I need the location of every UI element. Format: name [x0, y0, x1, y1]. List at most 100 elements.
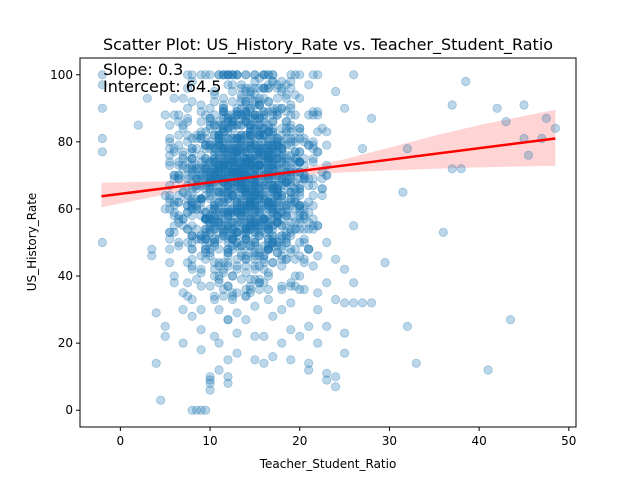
data-point [147, 251, 157, 261]
data-point [259, 123, 269, 133]
data-point [286, 127, 296, 137]
data-point [281, 150, 291, 160]
data-point [263, 127, 273, 137]
data-point [295, 157, 305, 167]
data-point [165, 190, 175, 201]
data-point [214, 133, 224, 144]
data-point [250, 274, 260, 284]
data-point [218, 160, 229, 170]
data-point [214, 217, 224, 227]
data-point [214, 117, 224, 127]
data-point [223, 261, 233, 271]
data-point [254, 110, 264, 120]
data-point [223, 224, 233, 234]
data-point [281, 201, 291, 211]
data-point [263, 227, 273, 237]
data-point [214, 127, 224, 137]
data-point [304, 358, 314, 368]
data-point [259, 107, 269, 117]
data-point [209, 167, 220, 177]
data-point [232, 133, 242, 144]
data-point [192, 170, 202, 180]
data-point [295, 204, 305, 214]
data-point [268, 187, 278, 197]
data-point [241, 254, 251, 264]
data-point [187, 244, 197, 254]
data-point [286, 110, 296, 120]
x-tick-label: 40 [471, 434, 486, 448]
data-point [254, 160, 264, 170]
data-point [254, 100, 264, 110]
data-point [232, 221, 242, 231]
data-point [259, 147, 269, 157]
data-point [254, 97, 264, 107]
data-point [250, 187, 260, 197]
data-point [259, 93, 269, 103]
data-point [183, 201, 193, 211]
data-point [223, 167, 233, 177]
data-point [165, 244, 175, 254]
data-point [299, 211, 309, 221]
data-point [263, 221, 273, 231]
data-point [308, 214, 318, 224]
data-point [174, 117, 184, 127]
data-point [205, 227, 215, 237]
data-point [241, 234, 251, 244]
data-point [209, 164, 220, 174]
data-point [227, 140, 238, 150]
data-point [250, 144, 260, 154]
data-point [218, 127, 229, 137]
data-point [254, 160, 264, 170]
data-point [272, 83, 282, 93]
data-point [205, 187, 215, 197]
data-point [281, 133, 291, 144]
y-tick-label: 20 [58, 336, 73, 350]
data-point [263, 237, 273, 248]
data-point [196, 231, 206, 241]
data-point [209, 160, 220, 170]
data-point [232, 207, 242, 217]
data-point [241, 221, 251, 231]
x-tick-label: 0 [117, 434, 125, 448]
data-point [241, 147, 251, 157]
data-point [263, 214, 273, 224]
data-point [232, 194, 242, 204]
data-point [187, 231, 197, 241]
data-point [254, 113, 264, 124]
data-point [232, 160, 242, 170]
data-point [308, 154, 318, 164]
data-point [223, 117, 233, 127]
data-point [236, 241, 246, 251]
data-point [218, 70, 229, 80]
data-point [236, 204, 246, 214]
axes-frame [79, 57, 577, 428]
data-point [250, 207, 260, 217]
data-point [272, 217, 282, 227]
data-point [183, 83, 193, 93]
data-point [201, 184, 211, 194]
data-point [295, 157, 305, 167]
data-point [259, 83, 269, 93]
data-point [263, 244, 273, 254]
regression-line-layer [101, 137, 556, 198]
data-point [263, 140, 273, 150]
data-point [263, 204, 273, 214]
data-point [241, 130, 251, 140]
data-point [178, 187, 188, 197]
data-point [196, 234, 206, 244]
data-point [223, 123, 233, 133]
data-point [214, 274, 224, 284]
data-point [268, 214, 278, 224]
data-point [214, 278, 224, 288]
data-point [196, 127, 206, 137]
data-point [277, 241, 287, 251]
data-point [227, 190, 238, 201]
data-point [209, 237, 220, 248]
data-point [245, 217, 255, 227]
data-point [241, 204, 251, 214]
data-point [209, 234, 220, 244]
data-point [214, 304, 224, 315]
data-point [263, 244, 273, 254]
data-point [245, 197, 255, 207]
data-point [250, 160, 260, 170]
